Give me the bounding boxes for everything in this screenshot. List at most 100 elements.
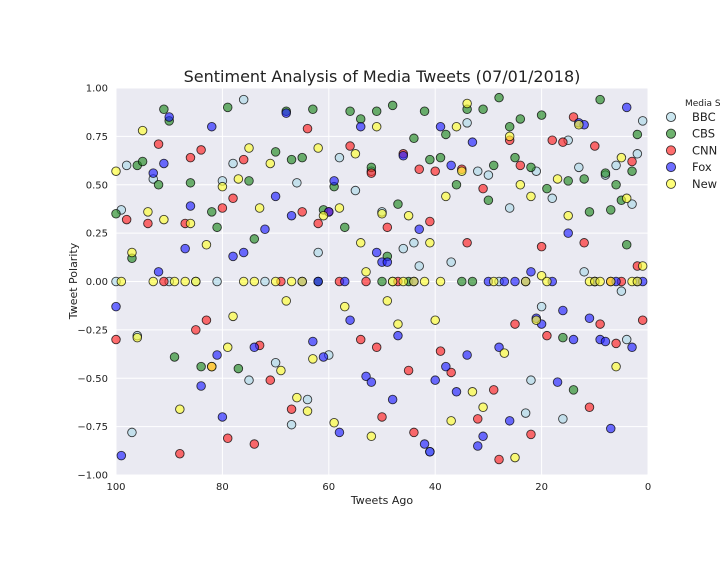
data-point-fox <box>382 257 393 267</box>
data-point-fox <box>558 305 568 316</box>
data-point-bbc <box>121 160 132 171</box>
data-point-new-york-times <box>329 418 339 428</box>
data-point-cnn <box>542 330 552 341</box>
data-point-new-york-times <box>478 402 488 413</box>
data-point-cbs <box>345 106 355 116</box>
data-point-fox <box>425 447 435 457</box>
data-point-fox <box>627 342 637 353</box>
data-point-fox <box>473 441 483 451</box>
data-point-new-york-times <box>451 121 462 132</box>
data-point-fox <box>446 160 456 171</box>
data-point-new-york-times <box>574 120 584 130</box>
data-point-fox <box>153 267 164 277</box>
data-point-fox <box>371 247 382 258</box>
data-point-fox <box>308 336 318 347</box>
data-point-new-york-times <box>318 210 329 221</box>
data-point-new-york-times <box>175 404 185 414</box>
data-point-cnn <box>238 154 249 165</box>
data-point-new-york-times <box>233 174 244 184</box>
data-point-bbc <box>632 149 643 159</box>
data-point-new-york-times <box>632 276 643 287</box>
data-point-fox <box>478 431 488 442</box>
data-point-fox <box>552 377 563 387</box>
data-point-new-york-times <box>270 276 281 287</box>
data-point-cnn <box>435 346 446 356</box>
data-point-fox <box>621 102 632 113</box>
data-point-fox <box>185 201 196 211</box>
data-point-cnn <box>409 427 419 438</box>
data-point-new-york-times <box>435 276 446 287</box>
x-tick-label: 60 <box>322 482 335 493</box>
data-point-cbs <box>212 222 222 233</box>
data-point-cnn <box>185 152 196 163</box>
data-point-new-york-times <box>302 406 313 416</box>
data-point-new-york-times <box>441 191 451 202</box>
data-point-cbs <box>542 183 552 194</box>
data-point-bbc <box>579 267 589 277</box>
data-point-new-york-times <box>382 296 393 306</box>
data-point-new-york-times <box>276 365 286 376</box>
y-tick-label: −0.25 <box>77 325 108 336</box>
data-point-bbc <box>127 427 137 438</box>
data-point-new-york-times <box>457 166 467 176</box>
data-point-new-york-times <box>116 276 127 287</box>
data-point-new-york-times <box>403 210 414 221</box>
data-point-cbs <box>563 176 573 186</box>
data-point-cnn <box>526 429 536 440</box>
data-point-cbs <box>185 178 196 188</box>
data-point-bbc <box>302 394 313 405</box>
data-point-cbs <box>393 199 403 209</box>
data-point-cnn <box>494 454 504 465</box>
x-tick-label: 0 <box>645 482 651 493</box>
data-point-cbs <box>627 166 637 176</box>
data-point-cnn <box>515 160 526 171</box>
data-point-cbs <box>536 110 547 120</box>
data-point-cnn <box>627 156 637 167</box>
data-point-cnn <box>584 402 595 413</box>
x-axis-label: Tweets Ago <box>350 494 413 507</box>
data-point-cnn <box>510 319 520 329</box>
data-point-cnn <box>228 193 238 204</box>
data-point-cnn <box>143 218 153 229</box>
data-point-cbs <box>244 176 254 186</box>
data-point-new-york-times <box>222 342 233 353</box>
legend-title: Media Sources <box>685 99 720 109</box>
data-point-bbc <box>260 276 270 287</box>
data-point-new-york-times <box>366 431 377 442</box>
data-point-cbs <box>159 104 169 115</box>
data-point-bbc <box>292 178 302 188</box>
data-point-fox <box>600 336 611 347</box>
data-point-cbs <box>483 195 494 205</box>
data-point-cnn <box>473 414 483 424</box>
data-point-fox <box>334 427 345 438</box>
data-point-new-york-times <box>611 361 621 372</box>
data-point-cnn <box>382 222 393 233</box>
data-point-cbs <box>371 106 382 116</box>
x-tick-label: 80 <box>216 482 229 493</box>
data-point-fox <box>504 416 515 426</box>
y-axis-label: Tweet Polarity <box>67 242 80 320</box>
data-point-cbs <box>494 92 504 103</box>
data-point-cnn <box>377 412 387 422</box>
data-point-cnn <box>547 135 557 145</box>
data-point-new-york-times <box>552 174 563 184</box>
data-point-cnn <box>536 241 547 252</box>
data-point-cnn <box>217 203 228 213</box>
data-point-cbs <box>510 152 520 163</box>
data-point-new-york-times <box>308 354 318 364</box>
data-point-bbc <box>558 414 568 424</box>
data-point-new-york-times <box>249 276 260 287</box>
data-point-cbs <box>478 104 488 115</box>
data-point-new-york-times <box>606 276 616 287</box>
data-point-bbc <box>398 243 409 254</box>
data-point-new-york-times <box>244 143 254 153</box>
data-point-cbs <box>153 179 164 190</box>
data-point-fox <box>451 387 462 397</box>
data-point-new-york-times <box>377 209 387 219</box>
data-point-new-york-times <box>238 276 249 287</box>
data-point-cbs <box>222 102 233 113</box>
data-point-bbc <box>350 185 361 196</box>
data-point-cnn <box>595 319 605 329</box>
data-point-fox <box>238 247 249 258</box>
